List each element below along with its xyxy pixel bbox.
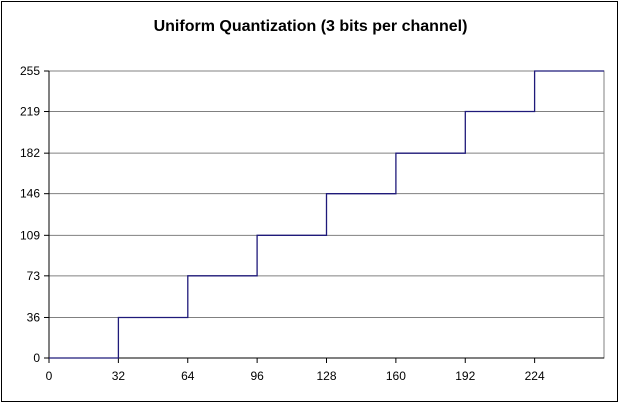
axes — [44, 70, 604, 363]
x-tick-label: 128 — [316, 369, 336, 383]
y-tick-label: 109 — [20, 228, 40, 242]
series-layer — [49, 70, 604, 359]
y-tick-label: 73 — [27, 269, 41, 283]
x-tick-label: 32 — [112, 369, 126, 383]
series-line — [49, 70, 604, 359]
x-tick-label: 96 — [250, 369, 264, 383]
y-tick-label: 146 — [20, 187, 40, 201]
x-tick-label: 192 — [455, 369, 475, 383]
y-tick-label: 255 — [20, 64, 40, 78]
y-tick-label: 0 — [33, 351, 40, 365]
y-tick-label: 182 — [20, 146, 40, 160]
x-tick-label: 64 — [181, 369, 195, 383]
y-tick-label: 36 — [27, 310, 41, 324]
x-tick-label: 160 — [386, 369, 406, 383]
tick-labels: 0 36 73 109 146 182 219 255 0 32 64 96 128 160 192 224 — [20, 64, 545, 383]
chart-title: Uniform Quantization (3 bits per channel… — [153, 18, 468, 35]
x-tick-label: 224 — [525, 369, 545, 383]
x-tick-label: 0 — [46, 369, 53, 383]
y-tick-label: 219 — [20, 105, 40, 119]
